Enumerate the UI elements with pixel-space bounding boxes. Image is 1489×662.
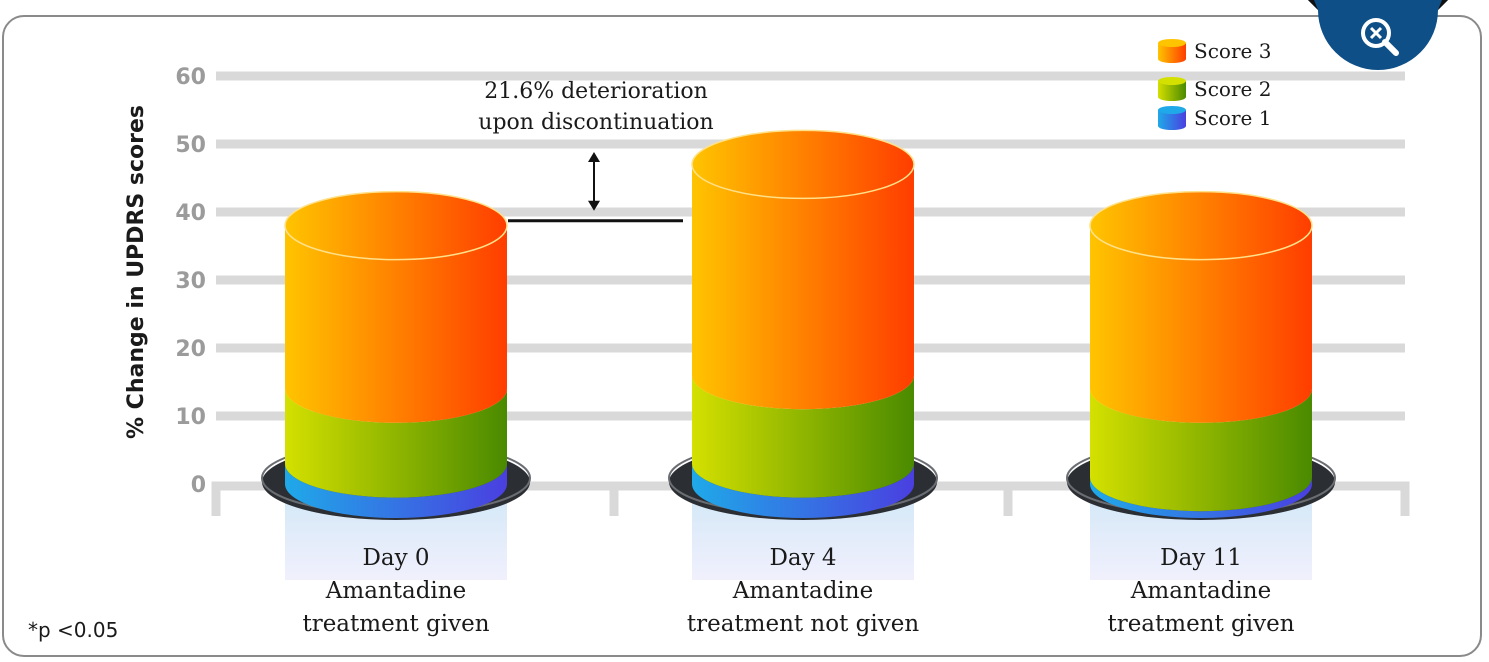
x-category-label: Day 11 <box>1160 545 1242 571</box>
bar-top-cap <box>1089 190 1313 261</box>
x-category-label: Amantadine <box>325 578 466 604</box>
legend-swatch-base <box>1158 55 1186 63</box>
bar-segment-score-1 <box>285 463 507 518</box>
annotation-arrowhead-down <box>588 200 600 211</box>
x-category-label: Day 0 <box>362 545 429 571</box>
bar-segment-score-3 <box>285 225 507 423</box>
y-tick-label: 40 <box>175 201 206 226</box>
bar-segment-score-3 <box>692 164 915 410</box>
y-tick-label: 10 <box>175 405 206 430</box>
legend-label: Score 1 <box>1194 106 1271 130</box>
legend-label: Score 2 <box>1194 77 1271 101</box>
annotation-arrowhead-up <box>588 152 600 162</box>
legend-swatch-cap <box>1158 39 1186 47</box>
y-tick-label: 30 <box>175 269 206 294</box>
footnote: *p <0.05 <box>28 618 119 642</box>
bar-segment-score-1 <box>692 463 915 518</box>
legend-item: Score 1 <box>1158 106 1271 130</box>
bar-segment-score-2 <box>692 375 915 498</box>
bar-segment-score-1 <box>1090 477 1312 518</box>
legend-swatch <box>1158 110 1186 126</box>
y-tick-label: 60 <box>175 65 206 90</box>
legend-item: Score 2 <box>1158 77 1271 101</box>
x-category-label: Day 4 <box>769 545 836 571</box>
x-category-label: Amantadine <box>732 578 873 604</box>
bar-segment-score-3 <box>1090 225 1312 423</box>
legend-swatch <box>1158 43 1186 59</box>
legend-swatch-base <box>1158 93 1186 101</box>
bar-top-cap <box>691 129 915 200</box>
y-tick-label: 50 <box>175 133 206 158</box>
legend-swatch-cap <box>1158 77 1186 85</box>
legend-item: Score 3 <box>1158 39 1271 63</box>
y-axis-title: % Change in UPDRS scores <box>124 105 149 439</box>
x-category-label: treatment given <box>1107 611 1294 637</box>
bar-segment-score-2 <box>1090 388 1312 512</box>
annotation-text: upon discontinuation <box>478 110 713 135</box>
zoom-out-magnifier-icon <box>1308 0 1448 70</box>
bar-top-cap <box>284 190 508 261</box>
legend-label: Score 3 <box>1194 39 1271 63</box>
y-tick-label: 20 <box>175 337 206 362</box>
bar-segment-score-2 <box>285 388 507 498</box>
x-category-label: treatment not given <box>687 611 919 637</box>
x-category-label: Amantadine <box>1130 578 1271 604</box>
x-category-label: treatment given <box>302 611 489 637</box>
zoom-button[interactable] <box>1308 0 1448 78</box>
y-tick-label: 0 <box>191 473 206 498</box>
legend-swatch-cap <box>1158 106 1186 114</box>
legend-swatch-base <box>1158 122 1186 130</box>
annotation-text: 21.6% deterioration <box>484 79 708 104</box>
legend-swatch <box>1158 81 1186 97</box>
